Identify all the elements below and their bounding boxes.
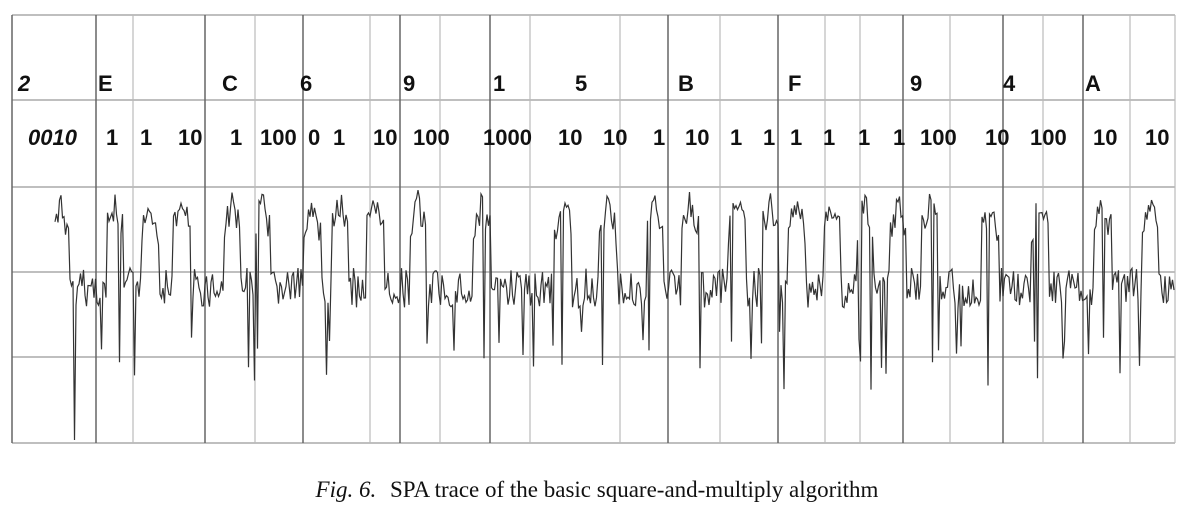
bit-group: 100 bbox=[413, 125, 450, 150]
bit-group: 1 bbox=[106, 125, 118, 150]
hex-digit: 9 bbox=[403, 71, 415, 96]
caption-label: Fig. 6. bbox=[315, 477, 377, 502]
hex-digit: 5 bbox=[575, 71, 587, 96]
hex-digit: C bbox=[222, 71, 238, 96]
bit-group: 1 bbox=[333, 125, 345, 150]
hex-digit: 1 bbox=[493, 71, 505, 96]
bit-group: 10 bbox=[1145, 125, 1169, 150]
bit-group: 1000 bbox=[483, 125, 532, 150]
bit-group: 0010 bbox=[28, 125, 78, 150]
bit-group: 1 bbox=[140, 125, 152, 150]
bit-group: 10 bbox=[178, 125, 202, 150]
bit-group: 10 bbox=[685, 125, 709, 150]
hex-digit: B bbox=[678, 71, 694, 96]
bit-group: 1 bbox=[790, 125, 802, 150]
bit-group: 1 bbox=[893, 125, 905, 150]
bit-group: 100 bbox=[920, 125, 957, 150]
bit-group: 1 bbox=[763, 125, 775, 150]
bit-group: 1 bbox=[823, 125, 835, 150]
hex-digit: 6 bbox=[300, 71, 312, 96]
bit-group: 10 bbox=[373, 125, 397, 150]
bit-group: 100 bbox=[1030, 125, 1067, 150]
bit-group: 10 bbox=[558, 125, 582, 150]
bit-group: 1 bbox=[730, 125, 742, 150]
hex-digit: 2 bbox=[17, 71, 31, 96]
bit-group: 10 bbox=[1093, 125, 1117, 150]
hex-digit: 4 bbox=[1003, 71, 1016, 96]
hex-digit: F bbox=[788, 71, 801, 96]
hex-digit: 9 bbox=[910, 71, 922, 96]
power-trace bbox=[54, 189, 1175, 441]
caption: Fig. 6. SPA trace of the basic square-an… bbox=[315, 477, 879, 502]
bit-group: 1 bbox=[230, 125, 242, 150]
hex-digit: A bbox=[1085, 71, 1101, 96]
bit-group: 100 bbox=[260, 125, 297, 150]
bit-group: 1 bbox=[858, 125, 870, 150]
bit-group: 1 bbox=[653, 125, 665, 150]
bit-group: 10 bbox=[603, 125, 627, 150]
hex-digit: E bbox=[98, 71, 113, 96]
bit-group: 10 bbox=[985, 125, 1009, 150]
bit-group: 0 bbox=[308, 125, 320, 150]
caption-text: SPA trace of the basic square-and-multip… bbox=[390, 477, 879, 502]
plot-area bbox=[12, 15, 1175, 443]
